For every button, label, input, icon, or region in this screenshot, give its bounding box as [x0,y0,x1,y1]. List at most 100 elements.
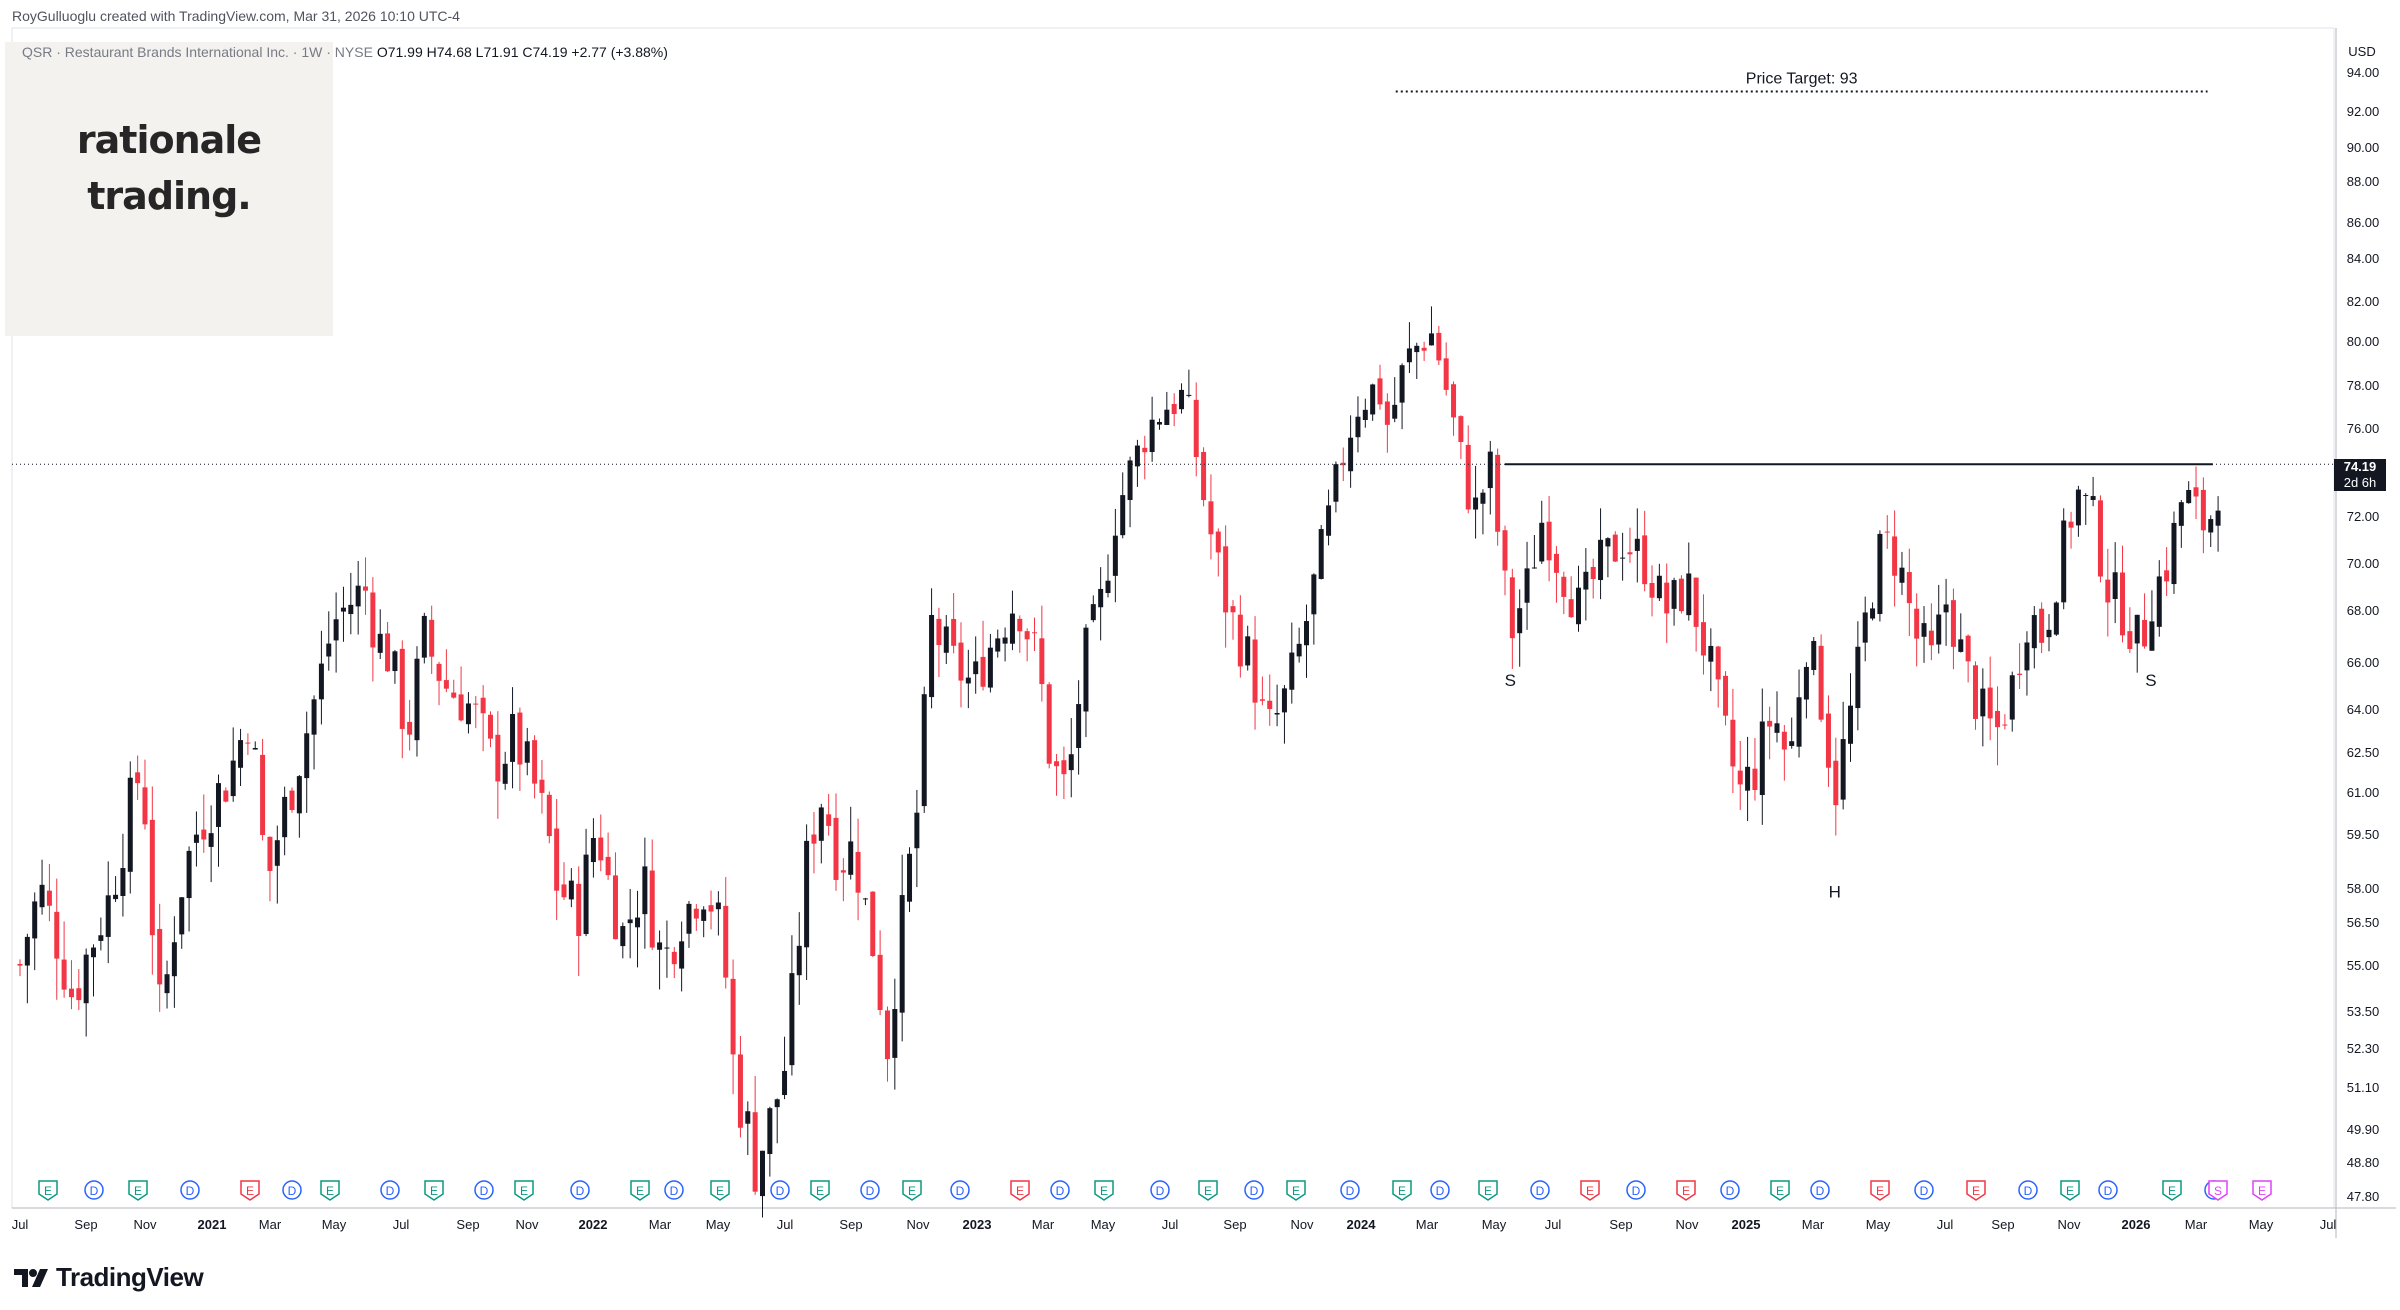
earnings-marker[interactable]: E [1286,1180,1306,1201]
candle-up [171,942,177,977]
earnings-marker[interactable]: E [1010,1180,1030,1201]
candle-up [1362,409,1368,420]
earnings-icon [38,1180,58,1201]
dividend-marker[interactable]: D [1244,1180,1264,1200]
event-marker-letter: E [1972,1184,1980,1198]
dividend-marker[interactable]: D [570,1180,590,1200]
candle-up [274,840,280,866]
candle-up [193,834,199,843]
candle-up [105,895,111,937]
dividend-marker[interactable]: D [664,1180,684,1200]
candle-up [1598,539,1604,581]
currency-label[interactable]: USD [2348,44,2376,59]
event-marker-letter: E [520,1184,528,1198]
dividend-marker[interactable]: D [1914,1180,1934,1200]
symbol-name[interactable]: QSR · Restaurant Brands International In… [22,44,373,60]
candle-up [1943,604,1949,613]
dividend-marker[interactable]: D [180,1180,200,1200]
dividend-marker[interactable]: D [2018,1180,2038,1200]
candle-up [1634,538,1640,551]
candle-up [701,909,707,921]
time-tick-label: Jul [777,1217,794,1232]
earnings-marker[interactable]: E [810,1180,830,1201]
dividend-marker[interactable]: D [282,1180,302,1200]
candle-down [1627,552,1633,555]
candle-up [208,833,214,847]
earnings-marker[interactable]: E [514,1180,534,1201]
earnings-marker[interactable]: E [1094,1180,1114,1201]
candle-down [649,870,655,948]
earnings-marker[interactable]: E [2252,1180,2272,1201]
dividend-marker[interactable]: D [950,1180,970,1200]
dividend-marker[interactable]: D [1150,1180,1170,1200]
event-marker-letter: E [1586,1184,1594,1198]
dividend-marker[interactable]: D [1430,1180,1450,1200]
dividend-icon [84,1180,104,1200]
dividend-marker[interactable]: D [860,1180,880,1200]
dividend-marker[interactable]: D [770,1180,790,1200]
candle-up [774,1099,780,1108]
time-tick-label: May [322,1217,347,1232]
dividend-marker[interactable]: D [1340,1180,1360,1200]
dividend-marker[interactable]: D [2098,1180,2118,1200]
dividend-icon [180,1180,200,1200]
candle-up [1656,575,1662,599]
dividend-marker[interactable]: D [1530,1180,1550,1200]
candle-up [1068,754,1074,771]
earnings-marker[interactable]: E [1676,1180,1696,1201]
earnings-icon [2252,1180,2272,1201]
split-marker[interactable]: S [2208,1180,2228,1201]
earnings-marker[interactable]: E [2162,1180,2182,1201]
candle-up [1370,384,1376,415]
candle-up [348,604,354,615]
earnings-marker[interactable]: E [1580,1180,1600,1201]
dividend-marker[interactable]: D [1720,1180,1740,1200]
candle-up [1348,437,1354,472]
candle-down [54,911,60,959]
candle-down [1237,614,1243,667]
tradingview-brand[interactable]: TradingView [14,1262,204,1293]
earnings-marker[interactable]: E [630,1180,650,1201]
candle-up [1098,588,1104,608]
earnings-marker[interactable]: E [128,1180,148,1201]
event-marker-letter: E [636,1184,644,1198]
dividend-marker[interactable]: D [1626,1180,1646,1200]
dividend-marker[interactable]: D [1050,1180,1070,1200]
earnings-marker[interactable]: E [1478,1180,1498,1201]
event-marker-letter: D [956,1184,965,1198]
earnings-marker[interactable]: E [240,1180,260,1201]
earnings-icon [2060,1180,2080,1201]
earnings-marker[interactable]: E [1392,1180,1412,1201]
candle-up [2046,629,2052,638]
candle-up [1605,538,1611,547]
candle-down [576,883,582,936]
earnings-marker[interactable]: E [1870,1180,1890,1201]
candle-down [936,618,942,645]
candle-down [2164,570,2170,582]
candle-up [318,663,324,700]
earnings-marker[interactable]: E [320,1180,340,1201]
candle-down [840,870,846,873]
earnings-marker[interactable]: E [38,1180,58,1201]
candle-up [818,807,824,841]
earnings-marker[interactable]: E [2060,1180,2080,1201]
dividend-icon [1530,1180,1550,1200]
earnings-marker[interactable]: E [902,1180,922,1201]
earnings-marker[interactable]: E [1198,1180,1218,1201]
earnings-marker[interactable]: E [1770,1180,1790,1201]
dividend-marker[interactable]: D [474,1180,494,1200]
earnings-marker[interactable]: E [710,1180,730,1201]
dividend-marker[interactable]: D [84,1180,104,1200]
dividend-marker[interactable]: D [380,1180,400,1200]
earnings-marker[interactable]: E [1966,1180,1986,1201]
earnings-marker[interactable]: E [424,1180,444,1201]
candle-up [355,585,361,607]
dividend-marker[interactable]: D [1810,1180,1830,1200]
plot-area[interactable] [11,27,2335,1209]
time-tick-label: Nov [515,1217,539,1232]
symbol-legend[interactable]: QSR · Restaurant Brands International In… [22,44,668,60]
candle-down [2039,608,2045,643]
event-marker-letter: D [866,1184,875,1198]
candle-down [157,928,163,985]
